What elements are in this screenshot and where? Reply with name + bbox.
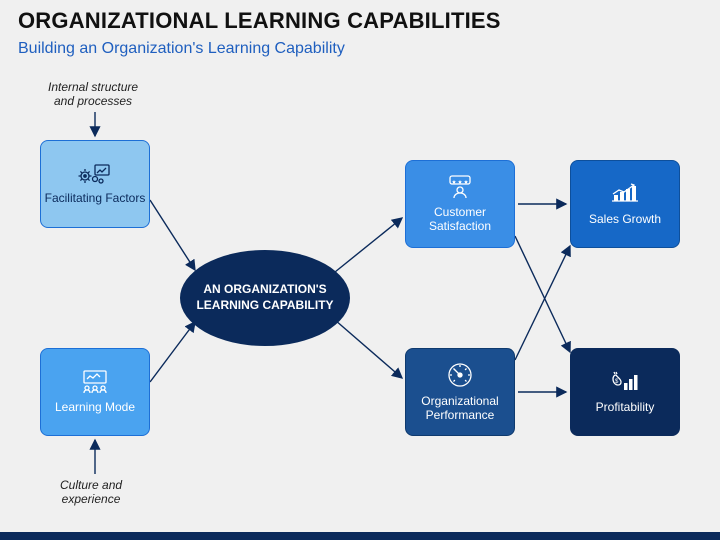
svg-text:$: $ — [615, 379, 619, 385]
money-bars-icon: $ — [608, 369, 642, 397]
node-label: Profitability — [596, 401, 655, 415]
page-subtitle: Building an Organization's Learning Capa… — [18, 40, 345, 58]
page-title: ORGANIZATIONAL LEARNING CAPABILITIES — [18, 8, 501, 34]
bars-arrow-icon — [608, 181, 642, 209]
node-profitability: $ Profitability — [570, 348, 680, 436]
slide: ORGANIZATIONAL LEARNING CAPABILITIES Bui… — [0, 0, 720, 540]
board-people-icon — [78, 369, 112, 397]
gauge-icon — [445, 361, 475, 391]
node-center-capability: AN ORGANIZATION'S LEARNING CAPABILITY — [180, 250, 350, 346]
node-organizational-performance: Organizational Performance — [405, 348, 515, 436]
node-learning-mode: Learning Mode — [40, 348, 150, 436]
annotation-culture-experience: Culture andexperience — [60, 478, 122, 507]
footer-bar — [0, 532, 720, 540]
node-label: Facilitating Factors — [45, 192, 146, 206]
node-label: Customer Satisfaction — [406, 206, 514, 234]
node-label: Organizational Performance — [406, 395, 514, 423]
node-facilitating-factors: Facilitating Factors — [40, 140, 150, 228]
person-stars-icon — [443, 174, 477, 202]
annotation-internal-structure: Internal structureand processes — [48, 80, 138, 109]
node-label: Sales Growth — [589, 213, 661, 227]
node-label: AN ORGANIZATION'S LEARNING CAPABILITY — [191, 282, 339, 313]
node-sales-growth: Sales Growth — [570, 160, 680, 248]
node-customer-satisfaction: Customer Satisfaction — [405, 160, 515, 248]
gears-chart-icon — [78, 162, 112, 188]
node-label: Learning Mode — [55, 401, 135, 415]
